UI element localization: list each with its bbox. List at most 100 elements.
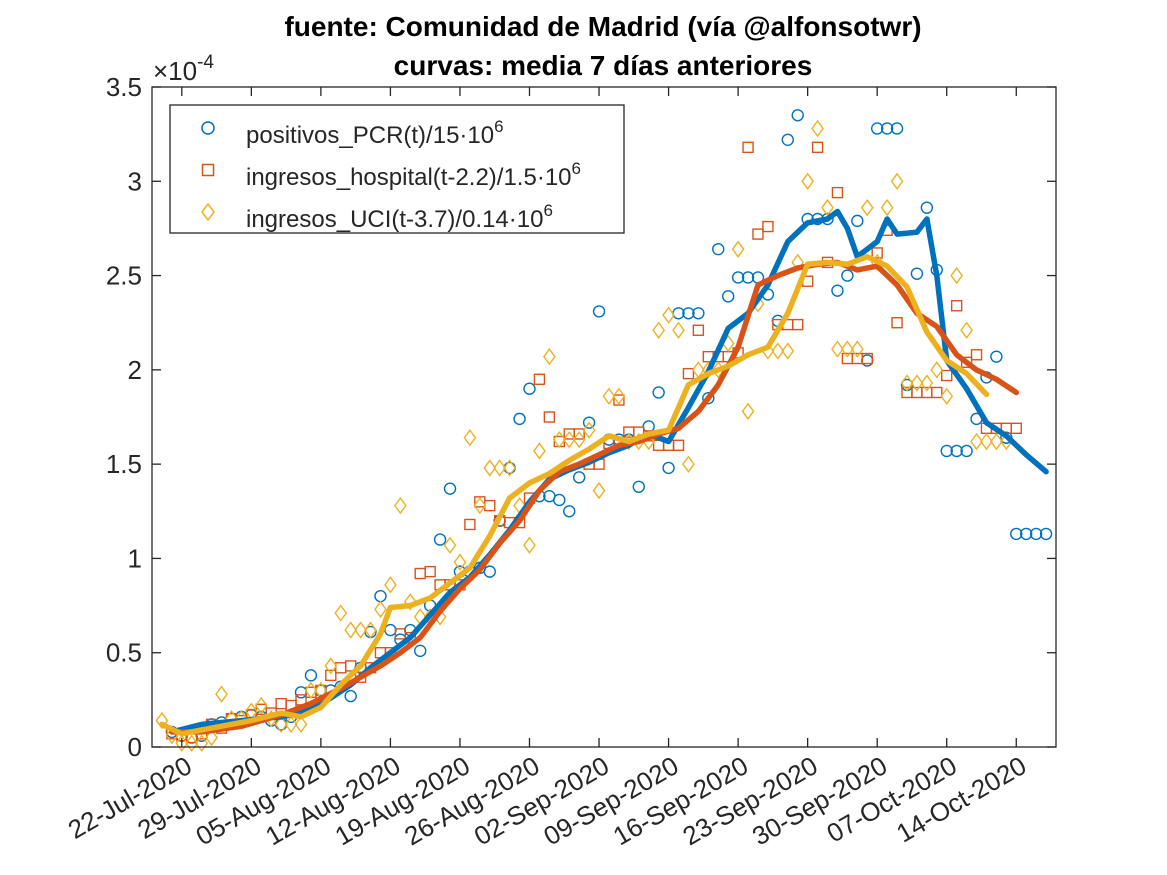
data-point (920, 201, 934, 214)
data-point (503, 459, 516, 477)
data-point (880, 122, 894, 135)
data-point (582, 416, 596, 429)
data-point (801, 172, 815, 190)
data-point (533, 442, 546, 460)
data-point (424, 565, 436, 578)
data-point (592, 481, 606, 500)
data-point (870, 122, 884, 135)
data-point (563, 505, 576, 518)
data-point (941, 369, 953, 382)
data-point (1029, 527, 1043, 541)
data-point (324, 657, 338, 675)
data-point (741, 402, 755, 421)
data-point (473, 496, 487, 515)
data-point (781, 133, 794, 147)
data-point (463, 429, 477, 447)
y-tick-label: 0.5 (106, 638, 142, 668)
data-point (344, 689, 357, 703)
data-point (513, 412, 526, 426)
data-point (553, 493, 566, 507)
data-point (483, 459, 497, 477)
chart-title-line-2: curvas: media 7 días anteriores (394, 50, 813, 81)
data-point (871, 247, 883, 259)
data-point (841, 340, 854, 358)
data-point (900, 374, 914, 392)
data-point (374, 600, 387, 619)
data-point (920, 374, 934, 392)
plot-area (155, 109, 1053, 752)
data-point (930, 361, 944, 379)
data-point (1019, 527, 1033, 541)
data-point (781, 342, 795, 360)
data-point (254, 696, 268, 715)
data-point (950, 300, 963, 312)
data-point (662, 306, 675, 324)
data-point (880, 199, 894, 217)
data-point (831, 340, 844, 358)
data-point (960, 444, 973, 458)
data-point (970, 432, 983, 451)
data-point (443, 482, 457, 495)
data-point (702, 391, 715, 405)
legend-marker (201, 163, 215, 177)
data-point (662, 461, 675, 475)
legend-entry-label: positivos_PCR(t)/15·106 (246, 117, 504, 149)
data-point (602, 387, 616, 405)
data-point (523, 382, 536, 395)
data-point (980, 432, 993, 451)
data-point (433, 533, 447, 546)
data-point (890, 172, 904, 190)
data-point (672, 321, 685, 339)
data-point (851, 214, 864, 228)
data-point (831, 284, 844, 297)
data-point (592, 305, 606, 318)
y-exponent-label: ×10-4 (153, 52, 214, 86)
data-point (811, 119, 824, 138)
data-point (890, 122, 904, 135)
data-point (762, 220, 774, 233)
data-point (931, 386, 943, 399)
data-point (860, 199, 874, 217)
data-point (850, 340, 864, 358)
data-point (652, 321, 666, 339)
data-point (613, 394, 625, 406)
data-point (861, 352, 873, 365)
data-point (792, 318, 804, 331)
series-1-line (169, 208, 1049, 735)
y-tick-label: 1 (128, 543, 142, 573)
data-point (910, 267, 924, 280)
data-point (692, 307, 705, 320)
legend-marker (201, 202, 215, 222)
data-point (403, 593, 417, 611)
data-point (364, 621, 377, 639)
data-point (175, 734, 189, 752)
data-point (950, 266, 964, 285)
data-point (195, 734, 209, 752)
data-point (811, 141, 824, 154)
data-point (1010, 422, 1022, 435)
data-point (741, 271, 755, 284)
data-point (652, 386, 665, 399)
data-point (533, 373, 546, 385)
y-tick-label: 3.5 (106, 72, 142, 102)
data-point (791, 109, 804, 122)
data-point (493, 459, 507, 477)
y-tick-label: 2 (128, 355, 142, 385)
data-point (523, 536, 536, 554)
legend-entry-label: ingresos_UCI(t-3.7)/0.14·106 (246, 201, 553, 233)
data-point (304, 681, 318, 700)
data-point (960, 321, 973, 339)
data-point (284, 715, 298, 734)
data-point (632, 480, 645, 493)
data-point (940, 444, 953, 458)
data-point (672, 439, 685, 451)
legend-entry-label: ingresos_hospital(t-2.2)/1.5·106 (246, 159, 581, 191)
data-point (572, 430, 586, 449)
data-point (940, 387, 954, 405)
data-point (712, 242, 725, 256)
legend-marker (201, 121, 215, 135)
data-point (334, 604, 348, 622)
data-point (453, 553, 467, 571)
data-point (960, 356, 973, 369)
